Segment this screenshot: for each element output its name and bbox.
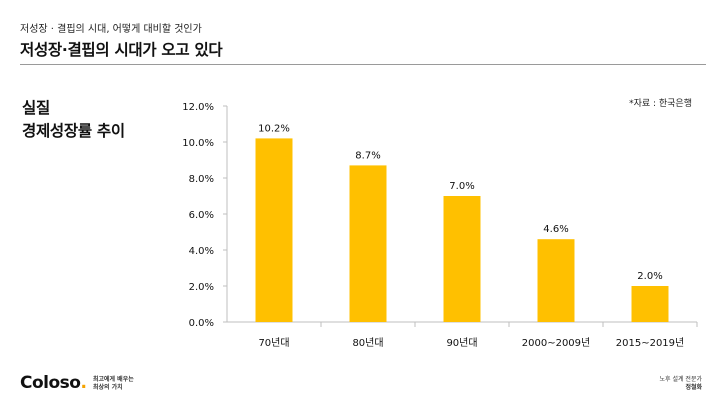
data-label: 2.0% xyxy=(637,271,662,282)
bar xyxy=(538,239,575,322)
y-tick-label: 8.0% xyxy=(189,174,214,185)
y-tick-label: 0.0% xyxy=(189,318,214,329)
y-tick-label: 6.0% xyxy=(189,210,214,221)
author-name: 정철화 xyxy=(660,384,702,392)
footer-author: 노후 설계 전문가 정철화 xyxy=(660,376,702,392)
y-tick-label: 4.0% xyxy=(189,246,214,257)
author-role: 노후 설계 전문가 xyxy=(660,376,702,384)
x-tick-label: 80년대 xyxy=(352,337,383,349)
bar xyxy=(444,196,481,322)
slogan-line-2: 최상의 가치 xyxy=(93,384,134,392)
data-label: 7.0% xyxy=(449,181,474,192)
x-tick-label: 70년대 xyxy=(258,337,289,349)
y-tick-label: 2.0% xyxy=(189,282,214,293)
y-tick-label: 12.0% xyxy=(182,102,214,113)
bar xyxy=(256,138,293,322)
y-tick-label: 10.0% xyxy=(182,138,214,149)
x-tick-label: 2015~2019년 xyxy=(616,337,684,349)
logo-text: Coloso xyxy=(20,373,80,393)
data-label: 4.6% xyxy=(543,224,568,235)
slogan-line-1: 최고에게 배우는 xyxy=(93,376,134,384)
footer-slogan: 최고에게 배우는 최상의 가치 xyxy=(93,376,134,392)
logo-dot: . xyxy=(80,373,86,393)
x-tick-label: 90년대 xyxy=(446,337,477,349)
coloso-logo: Coloso. xyxy=(20,373,86,393)
data-label: 10.2% xyxy=(258,123,290,134)
data-label: 8.7% xyxy=(355,150,380,161)
x-tick-label: 2000~2009년 xyxy=(522,337,590,349)
bar xyxy=(632,286,669,322)
bar xyxy=(350,165,387,322)
bar-chart: 0.0% 2.0% 4.0% 6.0% 8.0% 10.0% 12.0% 10.2% 70년대 8… xyxy=(0,0,720,405)
